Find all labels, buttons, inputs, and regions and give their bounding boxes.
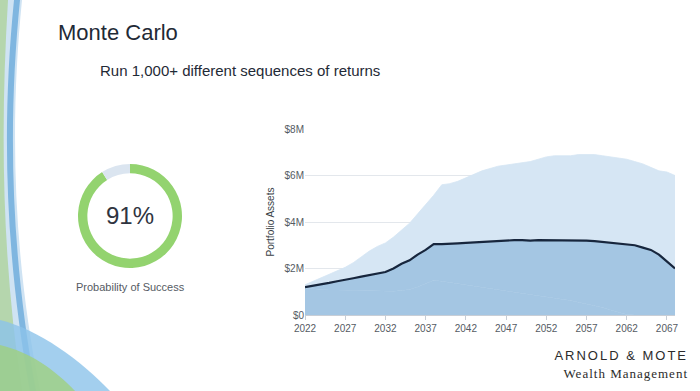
svg-text:2062: 2062: [616, 323, 639, 334]
svg-text:2057: 2057: [575, 323, 598, 334]
svg-text:2042: 2042: [455, 323, 478, 334]
svg-text:$2M: $2M: [285, 263, 304, 274]
svg-text:Probability of Success: Probability of Success: [76, 281, 185, 293]
svg-text:$8M: $8M: [285, 124, 304, 135]
svg-text:91%: 91%: [106, 202, 154, 229]
html-text:Run 1,000+ different sequences: Run 1,000+ different sequences of return…: [100, 62, 381, 79]
svg-text:2027: 2027: [334, 323, 357, 334]
svg-text:2067: 2067: [656, 323, 679, 334]
svg-text:2032: 2032: [374, 323, 397, 334]
svg-text:$0: $0: [293, 310, 305, 321]
html-text:ARNOLD & MOTE: ARNOLD & MOTE: [554, 348, 688, 363]
svg-text:2047: 2047: [495, 323, 518, 334]
svg-text:Portfolio Assets: Portfolio Assets: [265, 188, 276, 257]
svg-text:$6M: $6M: [285, 170, 304, 181]
html-text:Wealth Management: Wealth Management: [563, 366, 688, 381]
svg-text:2052: 2052: [535, 323, 558, 334]
svg-text:$4M: $4M: [285, 217, 304, 228]
svg-text:2037: 2037: [415, 323, 438, 334]
svg-text:2022: 2022: [294, 323, 317, 334]
html-text:Monte Carlo: Monte Carlo: [58, 20, 178, 45]
